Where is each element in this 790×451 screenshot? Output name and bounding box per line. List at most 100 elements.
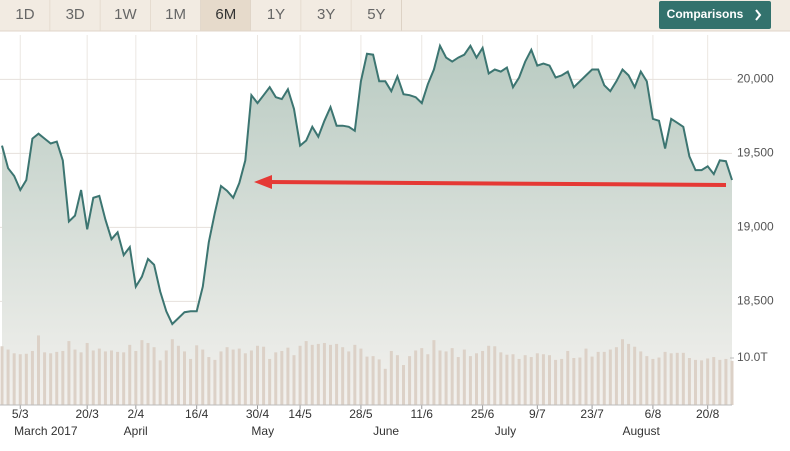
volume-bar [669, 353, 673, 405]
volume-bar [578, 357, 582, 405]
range-tab-label[interactable]: 1D [15, 6, 34, 23]
volume-bar [219, 351, 223, 405]
volume-bar [79, 352, 83, 405]
volume-bar [389, 350, 393, 405]
x-tick-label: 30/4 [246, 407, 270, 421]
volume-bar [541, 354, 545, 405]
volume-bar [85, 342, 89, 405]
range-tab[interactable] [251, 0, 301, 31]
volume-bar [359, 348, 363, 405]
volume-bar [189, 358, 193, 405]
x-tick-label: 25/6 [471, 407, 495, 421]
volume-bar [535, 353, 539, 405]
x-tick-label: 20/3 [75, 407, 99, 421]
range-tab-label[interactable]: 6M [215, 6, 236, 23]
volume-bar [450, 348, 454, 405]
volume-bar [475, 353, 478, 405]
volume-bar [596, 351, 600, 405]
volume-bar [280, 350, 284, 405]
volume-bar [493, 346, 497, 405]
volume-bar [18, 354, 22, 405]
volume-bar [24, 353, 28, 405]
volume-bar [718, 359, 722, 405]
volume-bar [207, 357, 211, 405]
range-tab-label[interactable]: 3Y [317, 6, 335, 23]
comparisons-button[interactable]: Comparisons [659, 1, 771, 29]
x-tick-label: 9/7 [529, 407, 546, 421]
range-tabs: 1D 3D 1W 1M 6M 1Y 3Y 5Y [0, 0, 790, 32]
range-tab[interactable] [0, 0, 50, 31]
volume-bar [256, 345, 259, 405]
volume-bar [43, 352, 47, 405]
volume-bar [55, 351, 59, 405]
volume-bar [402, 365, 405, 405]
volume-bar [529, 357, 533, 405]
volume-bar [97, 348, 101, 405]
volume-bar [292, 355, 296, 405]
range-tab-label[interactable]: 1Y [267, 6, 285, 23]
x-tick-label: 23/7 [580, 407, 604, 421]
range-tab[interactable] [50, 0, 101, 31]
month-label: March 2017 [14, 424, 78, 438]
volume-bar [548, 355, 551, 405]
volume-bar [700, 360, 704, 405]
volume-bar [176, 345, 180, 405]
y-tick-label: 19,500 [737, 146, 774, 160]
range-tab[interactable] [351, 0, 402, 31]
arrow-shaft [267, 180, 727, 187]
volume-bar [462, 349, 466, 405]
range-tab[interactable] [301, 0, 352, 31]
x-tick-label: 2/4 [127, 407, 144, 421]
volume-bar [30, 350, 34, 405]
price-area [2, 45, 732, 406]
range-tab-label[interactable]: 1M [165, 6, 186, 23]
volume-bar [49, 353, 53, 405]
x-tick-label: 20/8 [696, 407, 720, 421]
volume-bar [170, 339, 174, 405]
range-tab-label[interactable]: 1W [114, 6, 137, 23]
chevron-icon[interactable] [755, 9, 762, 21]
volume-bar [146, 342, 150, 405]
volume-bar [481, 350, 485, 405]
volume-bar [329, 344, 332, 405]
volume-bar [511, 354, 515, 405]
volume-bar [231, 349, 235, 405]
volume-bar [12, 353, 16, 405]
volume-bar [505, 354, 509, 405]
volume-bar [183, 351, 186, 405]
volume-bar [438, 350, 442, 405]
volume-bar [456, 357, 460, 405]
volume-bar [304, 341, 308, 405]
volume-bar [322, 342, 326, 405]
range-tab[interactable] [150, 0, 201, 31]
plot: 18,500 19,000 19,500 20,000 5/3 20/3 2/4 16/4 30… [0, 35, 774, 438]
volume-bar [712, 357, 716, 405]
range-tab[interactable] [200, 0, 251, 31]
button-label[interactable]: Comparisons [667, 7, 744, 21]
range-tab[interactable] [100, 0, 151, 31]
volume-bar [73, 349, 77, 405]
volume-bar [365, 356, 369, 405]
volume-bar [554, 359, 558, 405]
volume-bar [237, 348, 241, 405]
arrow-head [254, 175, 272, 189]
range-tab-label[interactable]: 3D [66, 6, 85, 23]
volume-bar [560, 358, 564, 405]
button-bg[interactable] [659, 1, 771, 29]
y-tick-label: 20,000 [737, 72, 774, 86]
volume-bar [201, 349, 205, 405]
volume-bar [371, 356, 375, 405]
x-tick-label: 16/4 [185, 407, 209, 421]
volume-bar [639, 351, 643, 405]
volume-bar [274, 352, 278, 405]
volume-bar [377, 359, 381, 405]
volume-bar [687, 358, 691, 405]
month-label: July [495, 424, 516, 438]
range-tab-label[interactable]: 5Y [367, 6, 385, 23]
volume-bar [602, 351, 606, 405]
volume-bar [523, 355, 527, 405]
volume-bar [487, 345, 491, 405]
volume-bar [298, 345, 302, 405]
volume-bar [213, 359, 217, 405]
